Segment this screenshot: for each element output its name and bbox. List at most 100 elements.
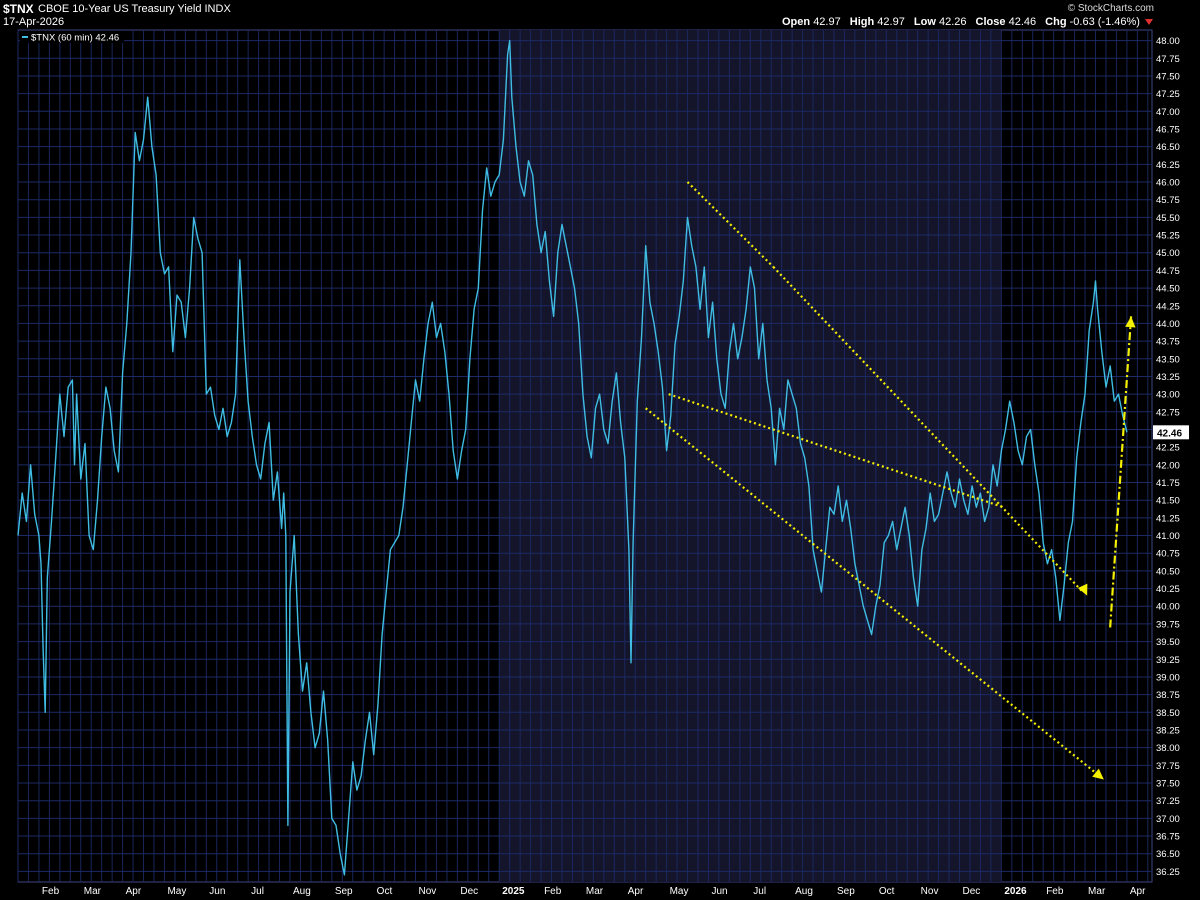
y-tick-label: 37.75 — [1156, 761, 1180, 772]
y-tick-label: 36.50 — [1156, 849, 1180, 860]
ticker-description: CBOE 10-Year US Treasury Yield INDX — [38, 3, 231, 15]
x-tick-label: Aug — [795, 886, 813, 897]
y-tick-label: 36.75 — [1156, 832, 1180, 843]
y-tick-label: 39.25 — [1156, 655, 1180, 666]
y-tick-label: 40.00 — [1156, 602, 1180, 613]
y-tick-label: 40.25 — [1156, 584, 1180, 595]
y-tick-label: 42.00 — [1156, 460, 1180, 471]
x-tick-label: Dec — [963, 886, 981, 897]
x-tick-label: Apr — [1130, 886, 1146, 897]
y-tick-label: 44.75 — [1156, 266, 1180, 277]
x-tick-label: 2026 — [1004, 886, 1027, 897]
low-value: 42.26 — [938, 16, 967, 28]
y-tick-label: 45.00 — [1156, 248, 1180, 259]
x-tick-label: Aug — [293, 886, 311, 897]
x-tick-label: Oct — [879, 886, 895, 897]
y-tick-label: 38.25 — [1156, 725, 1180, 736]
y-tick-label: 47.00 — [1156, 107, 1180, 118]
x-tick-label: Mar — [84, 886, 102, 897]
y-tick-label: 44.00 — [1156, 319, 1180, 330]
y-tick-label: 45.50 — [1156, 213, 1180, 224]
y-tick-label: 46.75 — [1156, 124, 1180, 135]
y-tick-label: 37.00 — [1156, 814, 1180, 825]
x-tick-label: Sep — [335, 886, 353, 897]
legend-label: $TNX (60 min) 42.46 — [31, 33, 119, 44]
y-tick-label: 43.75 — [1156, 337, 1180, 348]
y-tick-label: 43.00 — [1156, 390, 1180, 401]
y-tick-label: 40.75 — [1156, 549, 1180, 560]
y-tick-label: 46.25 — [1156, 160, 1180, 171]
trendline-annotation — [668, 393, 1004, 509]
x-tick-label: Feb — [1046, 886, 1064, 897]
y-tick-label: 39.00 — [1156, 672, 1180, 683]
arrowhead-icon — [1077, 583, 1088, 596]
chg-value: -0.63 (-1.46%) — [1069, 16, 1140, 28]
close-value: 42.46 — [1008, 16, 1037, 28]
chart-header: $TNX CBOE 10-Year US Treasury Yield INDX… — [0, 0, 1200, 30]
x-tick-label: Sep — [837, 886, 855, 897]
y-tick-label: 46.50 — [1156, 142, 1180, 153]
x-tick-label: Oct — [377, 886, 393, 897]
y-tick-label: 38.00 — [1156, 743, 1180, 754]
y-tick-label: 42.25 — [1156, 443, 1180, 454]
y-tick-label: 41.50 — [1156, 496, 1180, 507]
y-tick-label: 36.25 — [1156, 867, 1180, 878]
y-tick-label: 41.25 — [1156, 513, 1180, 524]
high-value: 42.97 — [877, 16, 905, 28]
x-tick-label: Feb — [544, 886, 562, 897]
y-tick-label: 46.00 — [1156, 178, 1180, 189]
x-tick-label: Jun — [209, 886, 225, 897]
x-tick-label: Feb — [42, 886, 60, 897]
y-tick-label: 45.75 — [1156, 195, 1180, 206]
y-tick-label: 41.00 — [1156, 531, 1180, 542]
legend-box — [20, 31, 124, 43]
x-tick-label: Nov — [419, 886, 437, 897]
x-tick-label: Dec — [460, 886, 478, 897]
y-tick-label: 38.75 — [1156, 690, 1180, 701]
x-tick-label: 2025 — [502, 886, 525, 897]
brand-watermark[interactable]: © StockCharts.com — [1067, 3, 1154, 14]
x-tick-label: Apr — [126, 886, 142, 897]
y-tick-label: 40.50 — [1156, 566, 1180, 577]
y-tick-label: 47.75 — [1156, 54, 1180, 65]
y-tick-label: 44.25 — [1156, 301, 1180, 312]
trendline-annotation — [686, 181, 775, 268]
open-value: 42.97 — [813, 16, 841, 28]
x-tick-label: Nov — [921, 886, 939, 897]
y-tick-label: 38.50 — [1156, 708, 1180, 719]
low-label: Low — [913, 16, 936, 28]
x-tick-label: Jul — [753, 886, 766, 897]
close-label: Close — [975, 16, 1006, 28]
x-tick-label: May — [670, 886, 689, 897]
y-tick-label: 43.25 — [1156, 372, 1180, 383]
y-tick-label: 43.50 — [1156, 354, 1180, 365]
trendline-annotation — [644, 407, 1105, 781]
down-arrow-icon — [1145, 19, 1153, 26]
x-tick-label: Mar — [586, 886, 604, 897]
y-tick-label: 37.50 — [1156, 779, 1180, 790]
y-tick-label: 42.75 — [1156, 407, 1180, 418]
y-tick-label: 37.25 — [1156, 796, 1180, 807]
x-tick-label: Jun — [711, 886, 727, 897]
x-tick-label: May — [167, 886, 186, 897]
chart-date: 17-Apr-2026 — [3, 16, 65, 28]
x-tick-label: Jul — [251, 886, 264, 897]
y-tick-label: 41.75 — [1156, 478, 1180, 489]
trendline-annotation — [1109, 316, 1133, 628]
chg-label: Chg — [1045, 16, 1067, 28]
ticker-symbol[interactable]: $TNX — [3, 2, 34, 16]
y-tick-label: 47.25 — [1156, 89, 1180, 100]
y-tick-label: 44.50 — [1156, 284, 1180, 295]
arrowhead-icon — [1092, 768, 1104, 780]
y-tick-label: 39.75 — [1156, 619, 1180, 630]
y-tick-label: 48.00 — [1156, 36, 1180, 47]
series-line-tnx[interactable] — [17, 39, 1128, 876]
y-tick-label: 39.50 — [1156, 637, 1180, 648]
open-label: Open — [782, 16, 811, 28]
y-tick-label: 45.25 — [1156, 231, 1180, 242]
ohlc-readout: Open 42.97 High 42.97 Low 42.26 Close 42… — [782, 16, 1153, 28]
y-tick-label: 47.50 — [1156, 71, 1180, 82]
x-tick-label: Mar — [1088, 886, 1106, 897]
last-value-box — [1153, 425, 1189, 440]
